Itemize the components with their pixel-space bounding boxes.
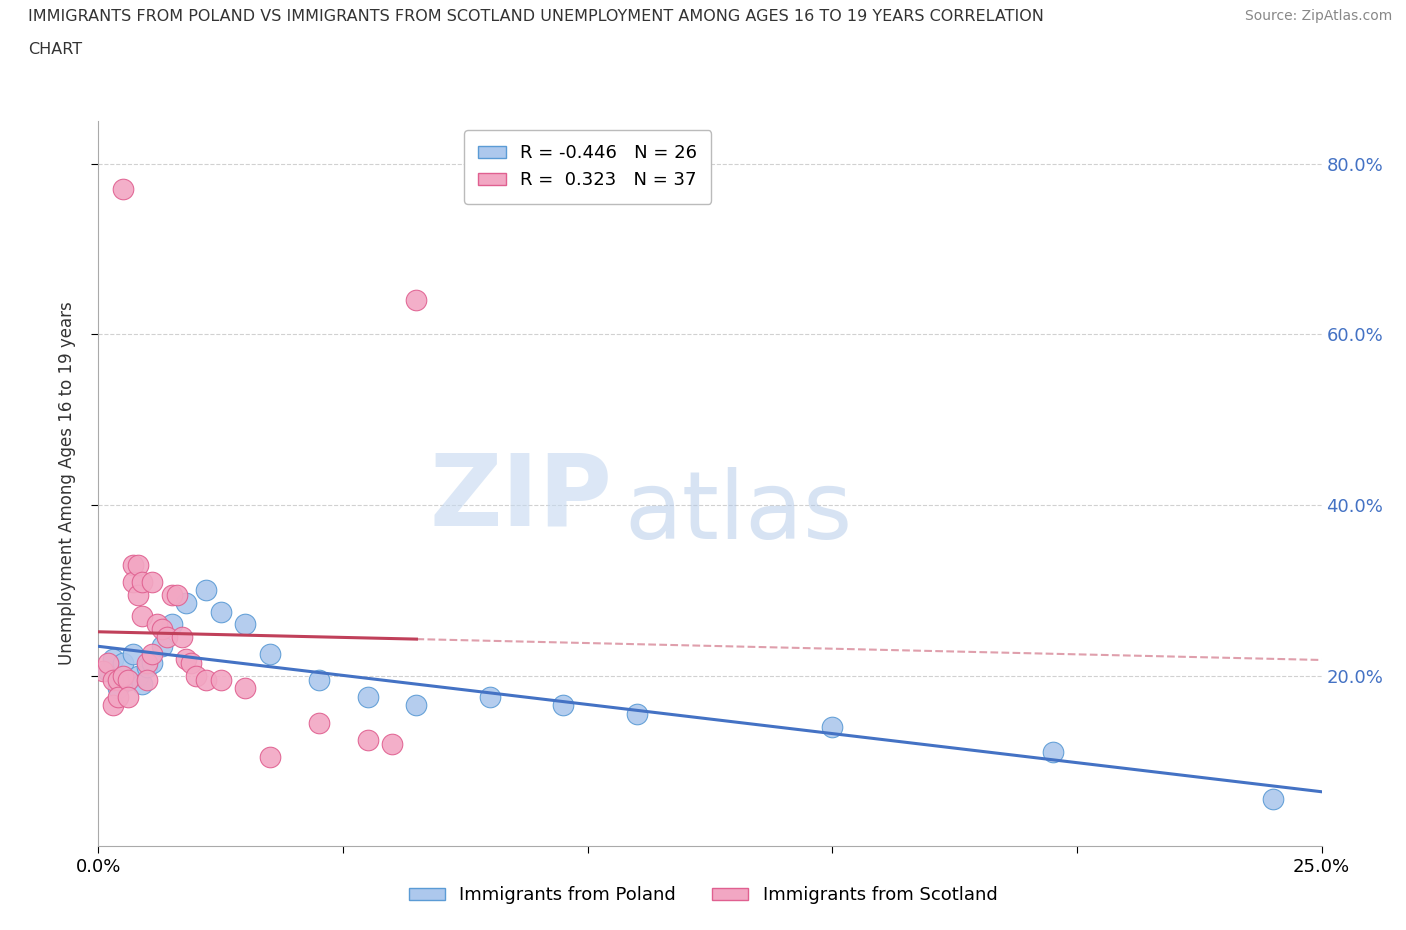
Point xyxy=(356,732,378,747)
Point xyxy=(308,715,330,730)
Y-axis label: Unemployment Among Ages 16 to 19 years: Unemployment Among Ages 16 to 19 years xyxy=(58,301,76,666)
Point xyxy=(111,181,134,196)
Point xyxy=(107,672,129,687)
Point xyxy=(259,647,281,662)
Point xyxy=(195,672,218,687)
Text: IMMIGRANTS FROM POLAND VS IMMIGRANTS FROM SCOTLAND UNEMPLOYMENT AMONG AGES 16 TO: IMMIGRANTS FROM POLAND VS IMMIGRANTS FRO… xyxy=(28,9,1045,24)
Point xyxy=(101,672,124,687)
Point xyxy=(1042,745,1064,760)
Point xyxy=(141,575,163,590)
Point xyxy=(166,587,188,602)
Point xyxy=(91,664,114,679)
Point xyxy=(186,668,208,683)
Point xyxy=(141,656,163,671)
Point xyxy=(101,698,124,713)
Point xyxy=(626,707,648,722)
Point xyxy=(141,647,163,662)
Point xyxy=(107,689,129,704)
Point xyxy=(156,630,179,644)
Point xyxy=(111,668,134,683)
Point xyxy=(1261,792,1284,807)
Legend: Immigrants from Poland, Immigrants from Scotland: Immigrants from Poland, Immigrants from … xyxy=(402,879,1004,911)
Point xyxy=(136,656,159,671)
Point xyxy=(150,638,173,653)
Point xyxy=(209,672,232,687)
Point xyxy=(121,647,143,662)
Point xyxy=(356,689,378,704)
Point xyxy=(127,587,149,602)
Point xyxy=(160,617,183,631)
Point xyxy=(117,672,139,687)
Point xyxy=(405,698,427,713)
Point xyxy=(821,720,844,735)
Point xyxy=(117,672,139,687)
Point xyxy=(405,293,427,308)
Point xyxy=(233,617,256,631)
Point xyxy=(195,583,218,598)
Point xyxy=(131,608,153,623)
Point xyxy=(97,656,120,671)
Text: atlas: atlas xyxy=(624,467,852,559)
Point xyxy=(259,750,281,764)
Point xyxy=(111,656,134,671)
Point xyxy=(180,656,202,671)
Point xyxy=(127,668,149,683)
Point xyxy=(136,672,159,687)
Point xyxy=(131,677,153,692)
Point xyxy=(136,659,159,674)
Point xyxy=(150,621,173,636)
Point xyxy=(553,698,575,713)
Text: CHART: CHART xyxy=(28,42,82,57)
Text: ZIP: ZIP xyxy=(429,449,612,547)
Point xyxy=(146,617,169,631)
Point xyxy=(209,604,232,619)
Point xyxy=(101,651,124,666)
Point xyxy=(381,737,404,751)
Point xyxy=(97,664,120,679)
Point xyxy=(127,557,149,572)
Text: Source: ZipAtlas.com: Source: ZipAtlas.com xyxy=(1244,9,1392,23)
Point xyxy=(233,681,256,696)
Point xyxy=(107,681,129,696)
Point xyxy=(117,689,139,704)
Point xyxy=(176,651,198,666)
Legend: R = -0.446   N = 26, R =  0.323   N = 37: R = -0.446 N = 26, R = 0.323 N = 37 xyxy=(464,130,711,204)
Point xyxy=(121,557,143,572)
Point xyxy=(121,575,143,590)
Point xyxy=(170,630,193,644)
Point xyxy=(131,575,153,590)
Point xyxy=(478,689,501,704)
Point xyxy=(176,595,198,610)
Point xyxy=(308,672,330,687)
Point xyxy=(160,587,183,602)
